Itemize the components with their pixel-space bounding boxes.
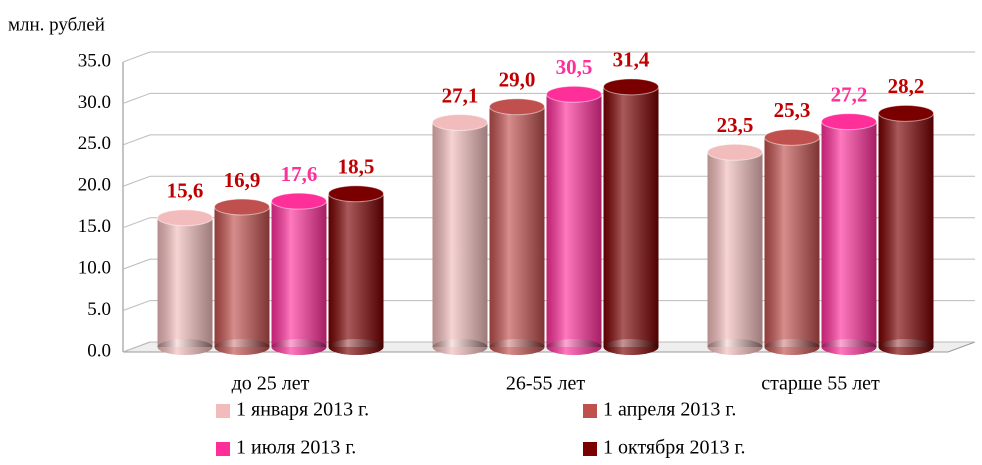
x-tick-label: до 25 лет	[232, 373, 310, 395]
bar-bottom-shade	[432, 339, 488, 355]
grid-line	[122, 175, 151, 187]
legend-swatch	[216, 442, 230, 456]
bar-bottom-shade	[764, 339, 820, 355]
value-label: 27,2	[831, 82, 868, 106]
value-label: 27,1	[442, 83, 479, 107]
y-axis-label: млн. рублей	[8, 14, 105, 35]
bar-shade	[328, 193, 384, 347]
y-tick-label: 15.0	[78, 216, 111, 237]
bar-bottom-shade	[489, 339, 545, 355]
grid-line	[122, 341, 151, 353]
bar-bottom-shade	[328, 339, 384, 355]
bar-bottom-shade	[707, 339, 763, 355]
bar-top	[328, 185, 384, 203]
bar-bottom-shade	[546, 339, 602, 355]
grid-line	[122, 51, 151, 63]
bar-shade	[764, 137, 820, 347]
legend-label: 1 апреля 2013 г.	[603, 399, 736, 421]
legend-label: 1 января 2013 г.	[236, 399, 369, 421]
y-tick-label: 35.0	[78, 50, 111, 71]
grid-line	[122, 134, 151, 146]
bar-top	[603, 78, 659, 96]
bar-top	[546, 85, 602, 103]
y-tick-label: 30.0	[78, 92, 111, 113]
bar-shade	[432, 122, 488, 347]
value-label: 18,5	[338, 155, 375, 179]
value-label: 29,0	[499, 68, 536, 92]
x-tick-label: старше 55 лет	[761, 373, 880, 395]
value-label: 23,5	[717, 113, 754, 137]
bar-top	[271, 192, 327, 210]
bar-bottom-shade	[821, 339, 877, 355]
bar-bottom-shade	[214, 339, 270, 355]
bar-shade	[489, 106, 545, 347]
bar-bottom-shade	[603, 339, 659, 355]
legend-swatch	[583, 442, 597, 456]
value-label: 16,9	[224, 168, 261, 192]
legend-swatch	[583, 404, 597, 418]
bar-shade	[821, 121, 877, 347]
y-tick-label: 25.0	[78, 133, 111, 154]
bar-shade	[157, 217, 213, 347]
legend-swatch	[216, 404, 230, 418]
y-tick-label: 5.0	[87, 299, 111, 320]
bar-top	[432, 113, 488, 131]
bar-top	[878, 104, 934, 122]
y-tick-label: 10.0	[78, 258, 111, 279]
value-label: 30,5	[556, 55, 593, 79]
bar-shade	[214, 206, 270, 347]
bar-top	[157, 209, 213, 227]
bar-shade	[546, 94, 602, 348]
bar-top	[214, 198, 270, 216]
bar-shade	[271, 201, 327, 347]
legend-label: 1 июля 2013 г.	[236, 437, 356, 459]
grid-line	[122, 258, 151, 270]
bar-bottom-shade	[157, 339, 213, 355]
bar-bottom-shade	[271, 339, 327, 355]
grid-line	[122, 300, 151, 312]
bar-bottom-shade	[878, 339, 934, 355]
value-label: 31,4	[613, 48, 650, 72]
bar-shade	[603, 86, 659, 347]
y-tick-label: 0.0	[87, 340, 111, 361]
y-tick-label: 20.0	[78, 175, 111, 196]
value-label: 28,2	[888, 74, 925, 98]
x-tick-label: 26-55 лет	[506, 373, 586, 395]
grid-line	[122, 217, 151, 229]
bar-top	[489, 98, 545, 116]
legend-label: 1 октября 2013 г.	[603, 437, 745, 459]
value-label: 15,6	[167, 179, 204, 203]
value-label: 25,3	[774, 98, 811, 122]
bar-top	[707, 143, 763, 161]
value-label: 17,6	[281, 162, 318, 186]
bar-top	[821, 113, 877, 131]
bar-shade	[878, 113, 934, 347]
bar-shade	[707, 152, 763, 347]
grid-line	[122, 92, 151, 104]
bar-top	[764, 128, 820, 146]
